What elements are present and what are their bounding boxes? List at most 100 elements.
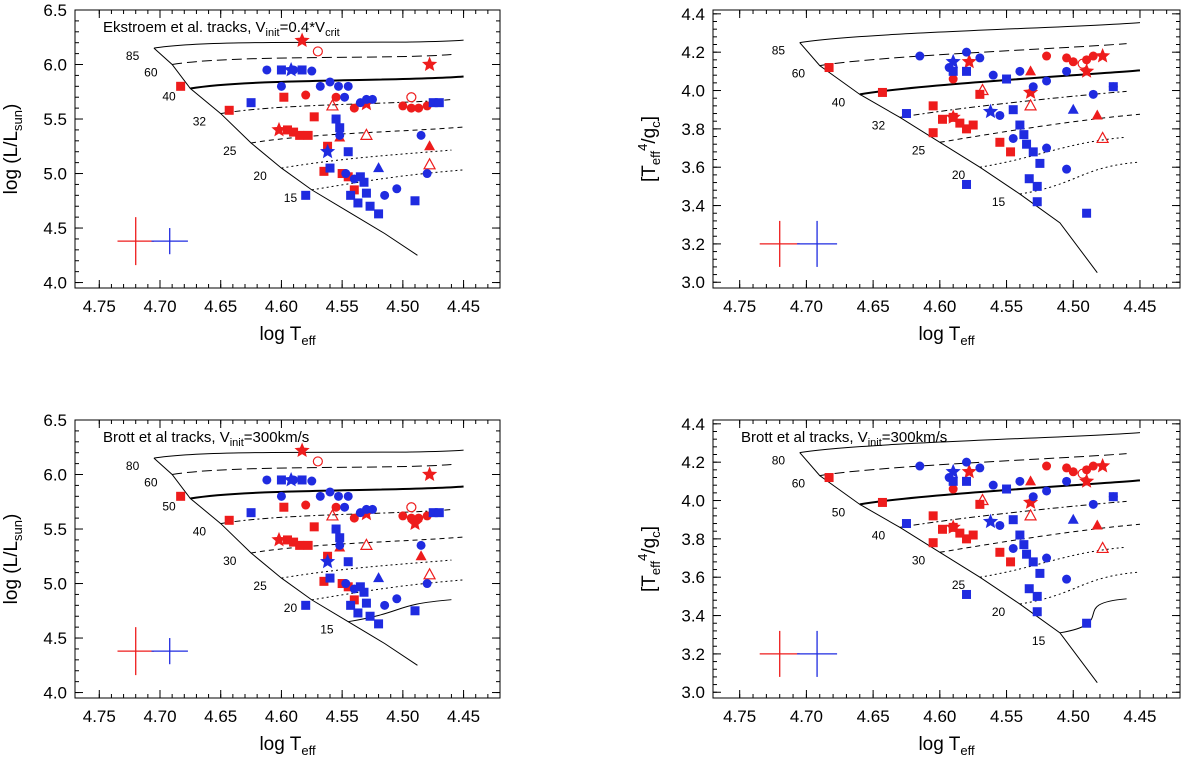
blue-square-marker bbox=[325, 163, 335, 173]
evolutionary-track bbox=[899, 90, 1127, 118]
y-tick-label: 4.4 bbox=[681, 415, 705, 434]
blue-circle-marker bbox=[262, 475, 272, 485]
red-circle-marker bbox=[1088, 51, 1098, 61]
mass-label: 50 bbox=[832, 505, 846, 519]
blue-square-marker bbox=[297, 475, 307, 485]
evolutionary-track bbox=[939, 113, 1141, 143]
blue-circle-marker bbox=[1042, 143, 1052, 153]
blue-square-marker bbox=[1015, 530, 1025, 540]
evolutionary-track bbox=[799, 432, 1141, 454]
axes-frame bbox=[712, 419, 1181, 699]
blue-circle-marker bbox=[1042, 553, 1052, 563]
blue-triangle-marker bbox=[1067, 513, 1079, 524]
blue-square-marker bbox=[1082, 208, 1092, 218]
red-square-marker bbox=[962, 534, 972, 544]
red-open-triangle-marker bbox=[423, 567, 437, 580]
red-triangle-marker bbox=[1025, 65, 1037, 76]
blue-square-marker bbox=[346, 600, 356, 610]
red-square-marker bbox=[176, 81, 186, 91]
blue-square-marker bbox=[1015, 120, 1025, 130]
red-open-triangle-marker bbox=[1096, 541, 1110, 554]
red-square-marker bbox=[319, 576, 329, 586]
blue-circle-marker bbox=[416, 130, 426, 140]
blue-square-marker bbox=[246, 98, 256, 108]
axes-frame bbox=[712, 9, 1181, 289]
blue-square-marker bbox=[948, 476, 958, 486]
mass-label: 15 bbox=[320, 623, 334, 637]
evolutionary-track bbox=[311, 169, 464, 191]
red-open-triangle-marker bbox=[1096, 131, 1110, 144]
blue-star-marker bbox=[945, 53, 961, 69]
mass-label: 50 bbox=[162, 499, 176, 513]
blue-circle-marker bbox=[262, 65, 272, 75]
blue-square-marker bbox=[246, 508, 256, 518]
mass-label: 20 bbox=[952, 168, 966, 182]
red-circle-marker bbox=[948, 484, 958, 494]
blue-square-marker bbox=[331, 524, 341, 534]
red-open-triangle-marker bbox=[359, 538, 373, 550]
blue-square-marker bbox=[1008, 515, 1018, 525]
evolutionary-track bbox=[281, 149, 452, 169]
mass-label: 15 bbox=[1032, 634, 1046, 648]
red-open-triangle-marker bbox=[423, 157, 437, 170]
red-open-circle-marker bbox=[406, 502, 417, 513]
y-tick-label: 3.4 bbox=[681, 197, 705, 216]
red-star-marker bbox=[1095, 458, 1111, 473]
mass-label: 40 bbox=[832, 95, 846, 109]
evolutionary-track bbox=[250, 536, 464, 554]
blue-square-marker bbox=[346, 190, 356, 200]
evolutionary-track bbox=[799, 22, 1141, 44]
red-square-marker bbox=[995, 547, 1005, 557]
mass-label: 32 bbox=[193, 115, 207, 129]
red-open-triangle-marker bbox=[325, 508, 339, 521]
blue-circle-marker bbox=[975, 463, 985, 473]
blue-square-marker bbox=[410, 196, 420, 206]
red-star-marker bbox=[1079, 63, 1095, 78]
plot-area bbox=[153, 442, 464, 666]
mass-label: 20 bbox=[284, 601, 298, 615]
red-star-marker bbox=[961, 53, 977, 69]
x-tick-label: 4.70 bbox=[143, 707, 176, 726]
blue-star-marker bbox=[320, 553, 336, 569]
red-star-marker bbox=[271, 121, 287, 137]
blue-circle-marker bbox=[1088, 89, 1098, 99]
x-axis-label: log Teff bbox=[918, 734, 975, 758]
y-tick-label: 6.0 bbox=[43, 466, 67, 485]
blue-square-marker bbox=[1032, 607, 1042, 617]
evolutionary-track bbox=[979, 546, 1127, 578]
red-square-marker bbox=[224, 105, 234, 115]
blue-circle-marker bbox=[995, 520, 1005, 530]
mass-label: 25 bbox=[253, 579, 267, 593]
red-circle-marker bbox=[1068, 467, 1078, 477]
red-square-marker bbox=[877, 87, 887, 97]
x-tick-label: 4.55 bbox=[326, 707, 359, 726]
red-star-marker bbox=[1095, 48, 1111, 63]
blue-circle-marker bbox=[343, 81, 353, 91]
y-tick-label: 3.4 bbox=[681, 607, 705, 626]
blue-square-marker bbox=[359, 177, 369, 187]
red-circle-marker bbox=[1062, 53, 1072, 63]
y-tick-label: 4.0 bbox=[43, 274, 67, 293]
y-axis-label: log (L/Lsun) bbox=[1, 104, 25, 195]
blue-square-marker bbox=[325, 573, 335, 583]
y-axis-label: [Teff4/gc] bbox=[635, 526, 663, 592]
x-tick-label: 4.50 bbox=[1057, 297, 1090, 316]
mass-label: 80 bbox=[126, 459, 140, 473]
x-tick-label: 4.65 bbox=[857, 297, 890, 316]
x-tick-label: 4.45 bbox=[1123, 707, 1156, 726]
red-star-marker bbox=[271, 531, 287, 547]
blue-circle-marker bbox=[962, 47, 972, 57]
blue-circle-marker bbox=[995, 110, 1005, 120]
blue-circle-marker bbox=[1062, 476, 1072, 486]
red-open-triangle-marker bbox=[359, 128, 373, 140]
blue-circle-marker bbox=[380, 190, 390, 200]
red-circle-marker bbox=[301, 500, 311, 510]
zams-line bbox=[153, 457, 418, 666]
evolutionary-track bbox=[819, 43, 1127, 67]
red-triangle-marker bbox=[1091, 109, 1103, 120]
blue-square-marker bbox=[335, 533, 345, 543]
blue-star-marker bbox=[283, 62, 299, 77]
blue-square-marker bbox=[434, 98, 444, 108]
mass-label: 60 bbox=[144, 476, 158, 490]
red-circle-marker bbox=[398, 511, 408, 521]
